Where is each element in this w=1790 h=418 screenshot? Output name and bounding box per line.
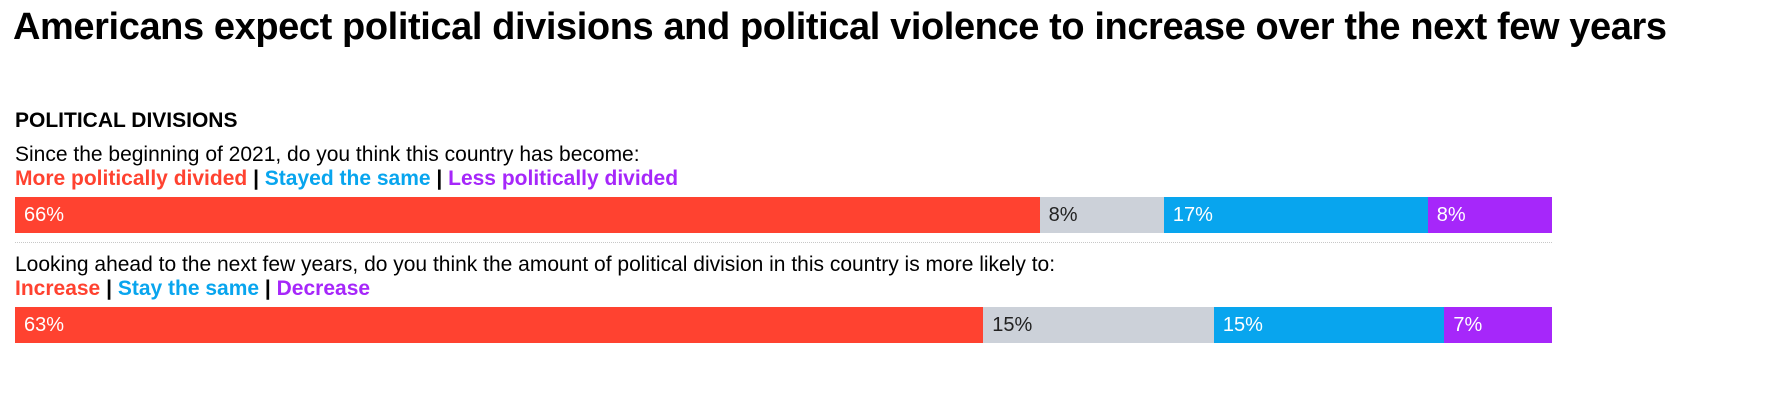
legend-separator: | — [264, 277, 271, 300]
data-label: 8% — [1048, 203, 1078, 226]
row-divider — [15, 242, 1552, 243]
bar-1-segment-3: 8% — [1427, 197, 1552, 233]
chart-title: Americans expect political divisions and… — [13, 6, 1667, 48]
data-label: 15% — [1222, 313, 1263, 336]
data-label: 63% — [24, 313, 65, 336]
legend-separator: | — [253, 167, 259, 190]
bar-1-segment-2: 17% — [1163, 197, 1428, 233]
bar-1-segment-1: 8% — [1039, 197, 1164, 233]
legend-1: More politically divided | Stayed the sa… — [15, 166, 678, 192]
data-label: 17% — [1172, 203, 1213, 226]
section-label: POLITICAL DIVISIONS — [15, 109, 238, 132]
legend-2: Increase | Stay the same | Decrease — [15, 276, 370, 302]
bar-2-segment-1: 15% — [983, 307, 1214, 343]
legend-separator: | — [436, 167, 443, 190]
legend-2-item-2: Decrease — [276, 277, 371, 300]
stacked-bar-1: 66% 8% 17% 8% — [15, 197, 1552, 233]
stacked-bar-2: 63% 15% 15% 7% — [15, 307, 1552, 343]
data-label: 15% — [992, 313, 1033, 336]
data-label: 8% — [1436, 203, 1466, 226]
question-1: Since the beginning of 2021, do you thin… — [15, 143, 640, 166]
data-label: 66% — [24, 203, 65, 226]
bar-2-segment-3: 7% — [1444, 307, 1552, 343]
data-label: 7% — [1453, 313, 1483, 336]
legend-1-item-1: Stayed the same — [264, 167, 431, 190]
legend-2-item-0: Increase — [15, 277, 101, 300]
legend-1-item-2: Less politically divided — [448, 167, 679, 190]
legend-2-item-1: Stay the same — [117, 277, 260, 300]
bar-2-segment-2: 15% — [1213, 307, 1445, 343]
bar-1-segment-0: 66% — [15, 197, 1040, 233]
legend-separator: | — [106, 277, 112, 300]
bar-2-segment-0: 63% — [15, 307, 984, 343]
legend-1-item-0: More politically divided — [15, 167, 248, 190]
question-2: Looking ahead to the next few years, do … — [15, 253, 1056, 276]
